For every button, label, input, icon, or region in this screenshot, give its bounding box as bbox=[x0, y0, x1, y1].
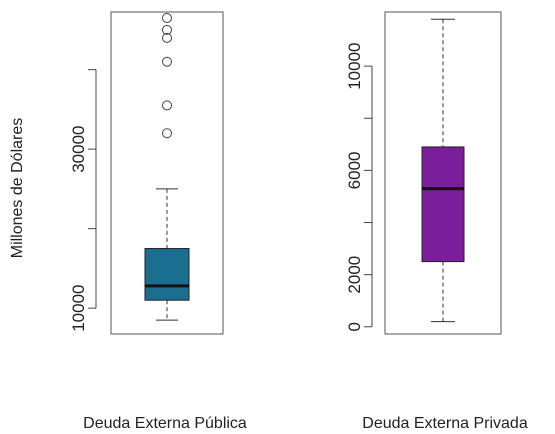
outlier-point bbox=[162, 32, 172, 43]
outlier-point bbox=[162, 56, 172, 67]
plot-frame bbox=[384, 11, 502, 335]
y-tick-label: 10000 bbox=[69, 285, 88, 332]
outlier-point bbox=[162, 24, 172, 35]
y-tick-label: 2000 bbox=[345, 256, 364, 294]
outlier-point bbox=[162, 100, 172, 111]
y-tick-label: 30000 bbox=[69, 126, 88, 173]
y-tick-label: 6000 bbox=[345, 151, 364, 189]
boxplot-panel-public-debt: 10000 30000 Deuda Externa Pública Millones … bbox=[9, 11, 247, 432]
iqr-box bbox=[421, 146, 465, 263]
x-axis-label: Deuda Externa Privada bbox=[362, 415, 528, 432]
outlier-point bbox=[162, 128, 172, 139]
x-axis-label: Deuda Externa Pública bbox=[83, 415, 247, 432]
boxplot-panel-private-debt: 0 2000 6000 10000 Deuda Externa Privada bbox=[345, 11, 528, 432]
outlier-point bbox=[162, 12, 172, 23]
y-tick-label: 10000 bbox=[345, 42, 364, 89]
iqr-box bbox=[144, 248, 190, 301]
y-axis-label: Millones de Dólares bbox=[9, 118, 26, 259]
y-tick-label: 0 bbox=[345, 322, 364, 331]
plot-frame bbox=[110, 11, 224, 335]
